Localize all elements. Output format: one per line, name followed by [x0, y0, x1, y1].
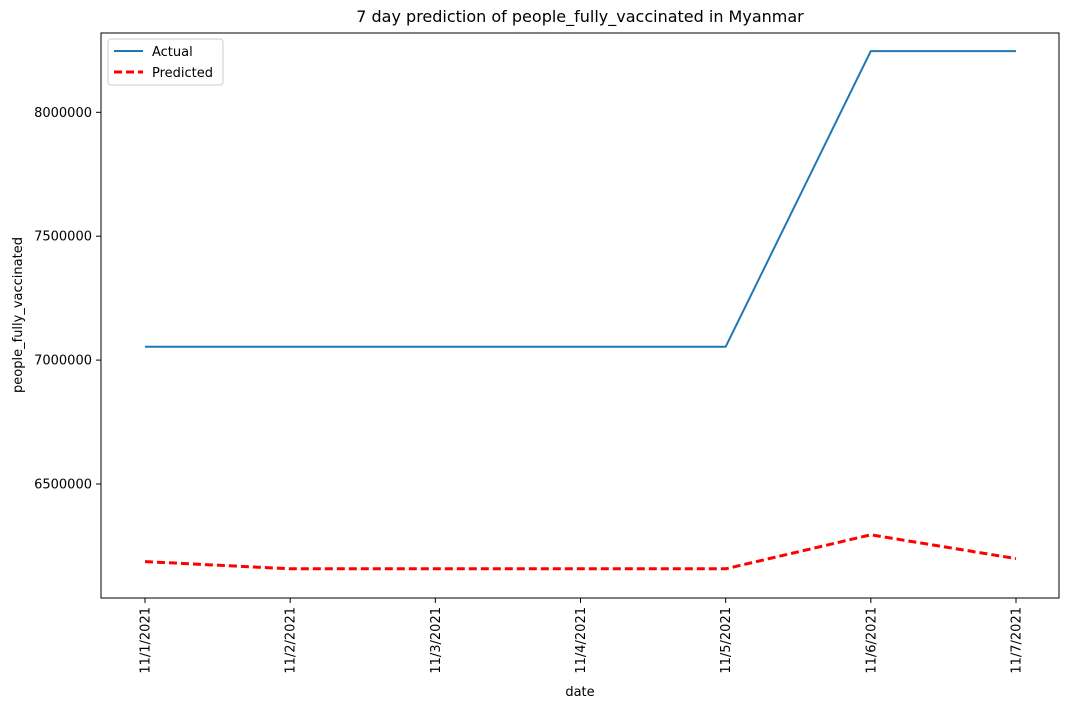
series-line-actual: [145, 50, 1016, 348]
x-axis-label: date: [565, 685, 594, 700]
x-tick-label: 11/3/2021: [429, 607, 444, 674]
y-tick-label: 7000000: [34, 354, 92, 369]
x-tick-label: 11/6/2021: [864, 607, 879, 674]
y-tick-label: 6500000: [34, 478, 92, 493]
x-tick-label: 11/2/2021: [284, 607, 299, 674]
series-line-predicted: [144, 533, 1017, 571]
legend: Actual Predicted: [107, 38, 224, 86]
x-tick-label: 11/7/2021: [1010, 607, 1025, 674]
y-tick-label: 7500000: [34, 230, 92, 245]
legend-label-predicted: Predicted: [152, 66, 213, 81]
x-axis: 11/1/2021 11/2/2021 11/3/2021 11/4/2021 11/5…: [139, 598, 1025, 674]
x-tick-label: 11/5/2021: [719, 607, 734, 674]
y-axis-label: people_fully_vaccinated: [11, 237, 26, 393]
x-tick-label: 11/1/2021: [139, 607, 154, 674]
y-tick-label: 8000000: [34, 106, 92, 121]
chart-title: 7 day prediction of people_fully_vaccina…: [356, 7, 804, 27]
legend-label-actual: Actual: [152, 45, 193, 60]
y-axis: 6500000 7000000 7500000 8000000: [34, 106, 101, 493]
series-layer: [144, 50, 1017, 571]
x-tick-label: 11/4/2021: [574, 607, 589, 674]
